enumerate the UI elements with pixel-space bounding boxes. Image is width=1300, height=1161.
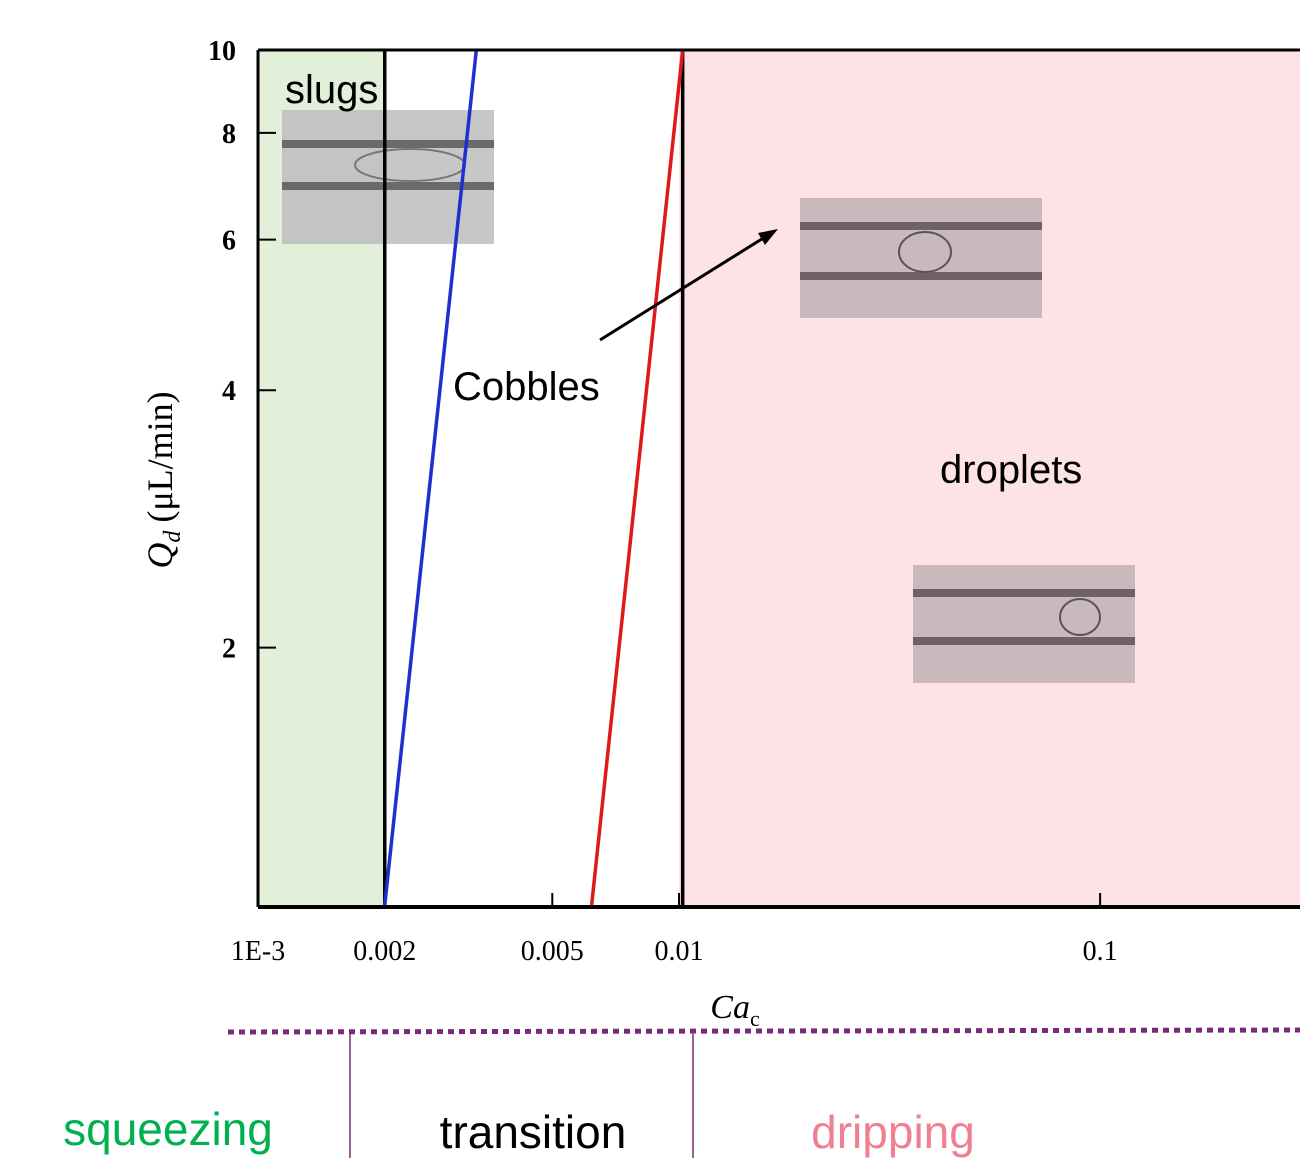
y-tick-label: 10 (208, 36, 236, 67)
regime-divider (227, 1027, 1300, 1035)
region (679, 50, 1300, 905)
x-axis-label: Cac (710, 989, 760, 1031)
arrow-head (758, 229, 778, 245)
x-axis-label: c (750, 1006, 760, 1031)
photos (282, 110, 1135, 683)
x-tick-label: 1E-3 (231, 936, 285, 967)
photo (800, 198, 1042, 318)
y-tick-label: 4 (222, 376, 236, 407)
y-tick-label: 2 (222, 634, 236, 665)
y-axis-label: Qd (μL/min) (140, 391, 186, 568)
photo (913, 565, 1135, 683)
x-tick-label: 0.01 (655, 936, 704, 967)
y-tick-label: 6 (222, 226, 236, 257)
y-tick-label: 8 (222, 119, 236, 150)
arrow (599, 235, 766, 342)
plot: 1E-3 0.002 0.005 0.01 0.1 2 4 6 8 10 (208, 36, 1118, 967)
regime-label: transition (440, 1106, 627, 1158)
annotation: Cobbles (453, 365, 600, 409)
y-axis-label: Q (140, 543, 180, 569)
series-line (383, 49, 479, 906)
series-line (589, 49, 685, 906)
annotation: droplets (940, 448, 1082, 492)
annotation: slugs (285, 68, 378, 112)
regime-label: squeezing (63, 1103, 273, 1155)
x-tick-label: 0.005 (521, 936, 584, 967)
y-axis-label: d (160, 530, 186, 543)
y-axis-label: (μL/min) (140, 391, 180, 522)
x-tick-label: 0.1 (1083, 936, 1118, 967)
x-axis-label: Ca (710, 989, 750, 1026)
x-tick-label: 0.002 (353, 936, 416, 967)
regime-label: dripping (811, 1106, 975, 1158)
